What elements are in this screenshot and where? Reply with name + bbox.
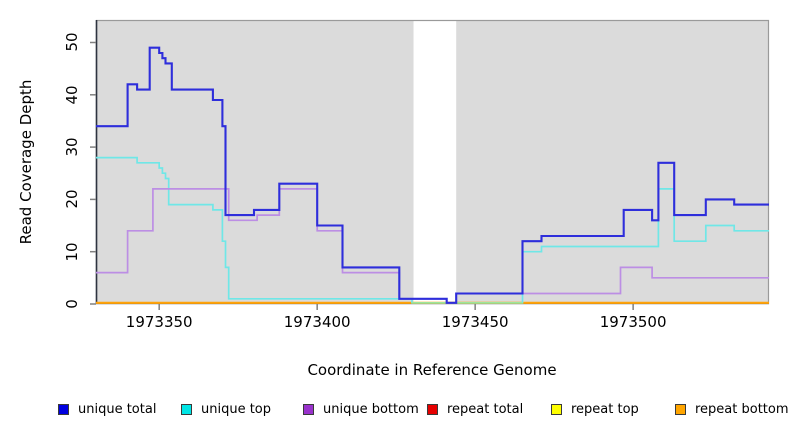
legend-item: unique bottom: [303, 399, 419, 419]
chart-legend: unique total unique top unique bottom repea…: [0, 399, 792, 421]
y-tick-label: 10: [63, 242, 81, 262]
plot-area: [90, 19, 770, 310]
y-tick-label: 40: [63, 85, 81, 105]
legend-item: repeat top: [551, 399, 639, 419]
legend-item: unique total: [58, 399, 156, 419]
legend-swatch: [303, 403, 314, 415]
y-tick-label: 30: [63, 137, 81, 157]
series-unique-total: [96, 46, 769, 304]
series-unique-bottom: [96, 188, 769, 304]
y-tick-label: 0: [63, 299, 81, 309]
legend-swatch: [58, 403, 69, 415]
legend-swatch: [551, 403, 562, 415]
y-tick-label: 50: [63, 32, 81, 53]
plot-svg: [90, 19, 770, 310]
masked-band: [413, 20, 457, 305]
x-tick-label: 1973450: [441, 313, 509, 331]
legend-item: repeat bottom: [675, 399, 789, 419]
x-tick-label: 1973350: [125, 313, 193, 331]
x-tick-label: 1973400: [283, 313, 351, 331]
y-tick-label: 20: [63, 189, 81, 209]
legend-label: unique top: [201, 401, 272, 417]
legend-swatch: [427, 403, 438, 415]
y-axis-title: Read Coverage Depth: [17, 79, 35, 245]
legend-label: unique bottom: [323, 401, 419, 417]
legend-label: repeat top: [571, 401, 639, 417]
legend-swatch: [181, 403, 192, 415]
legend-label: repeat bottom: [695, 401, 789, 417]
x-axis-title: Coordinate in Reference Genome: [307, 361, 557, 379]
x-tick-label: 1973500: [599, 313, 667, 331]
legend-label: repeat total: [447, 401, 524, 417]
legend-item: repeat total: [427, 399, 523, 419]
legend-item: unique top: [181, 399, 271, 419]
legend-swatch: [675, 403, 686, 415]
legend-label: unique total: [78, 401, 157, 417]
